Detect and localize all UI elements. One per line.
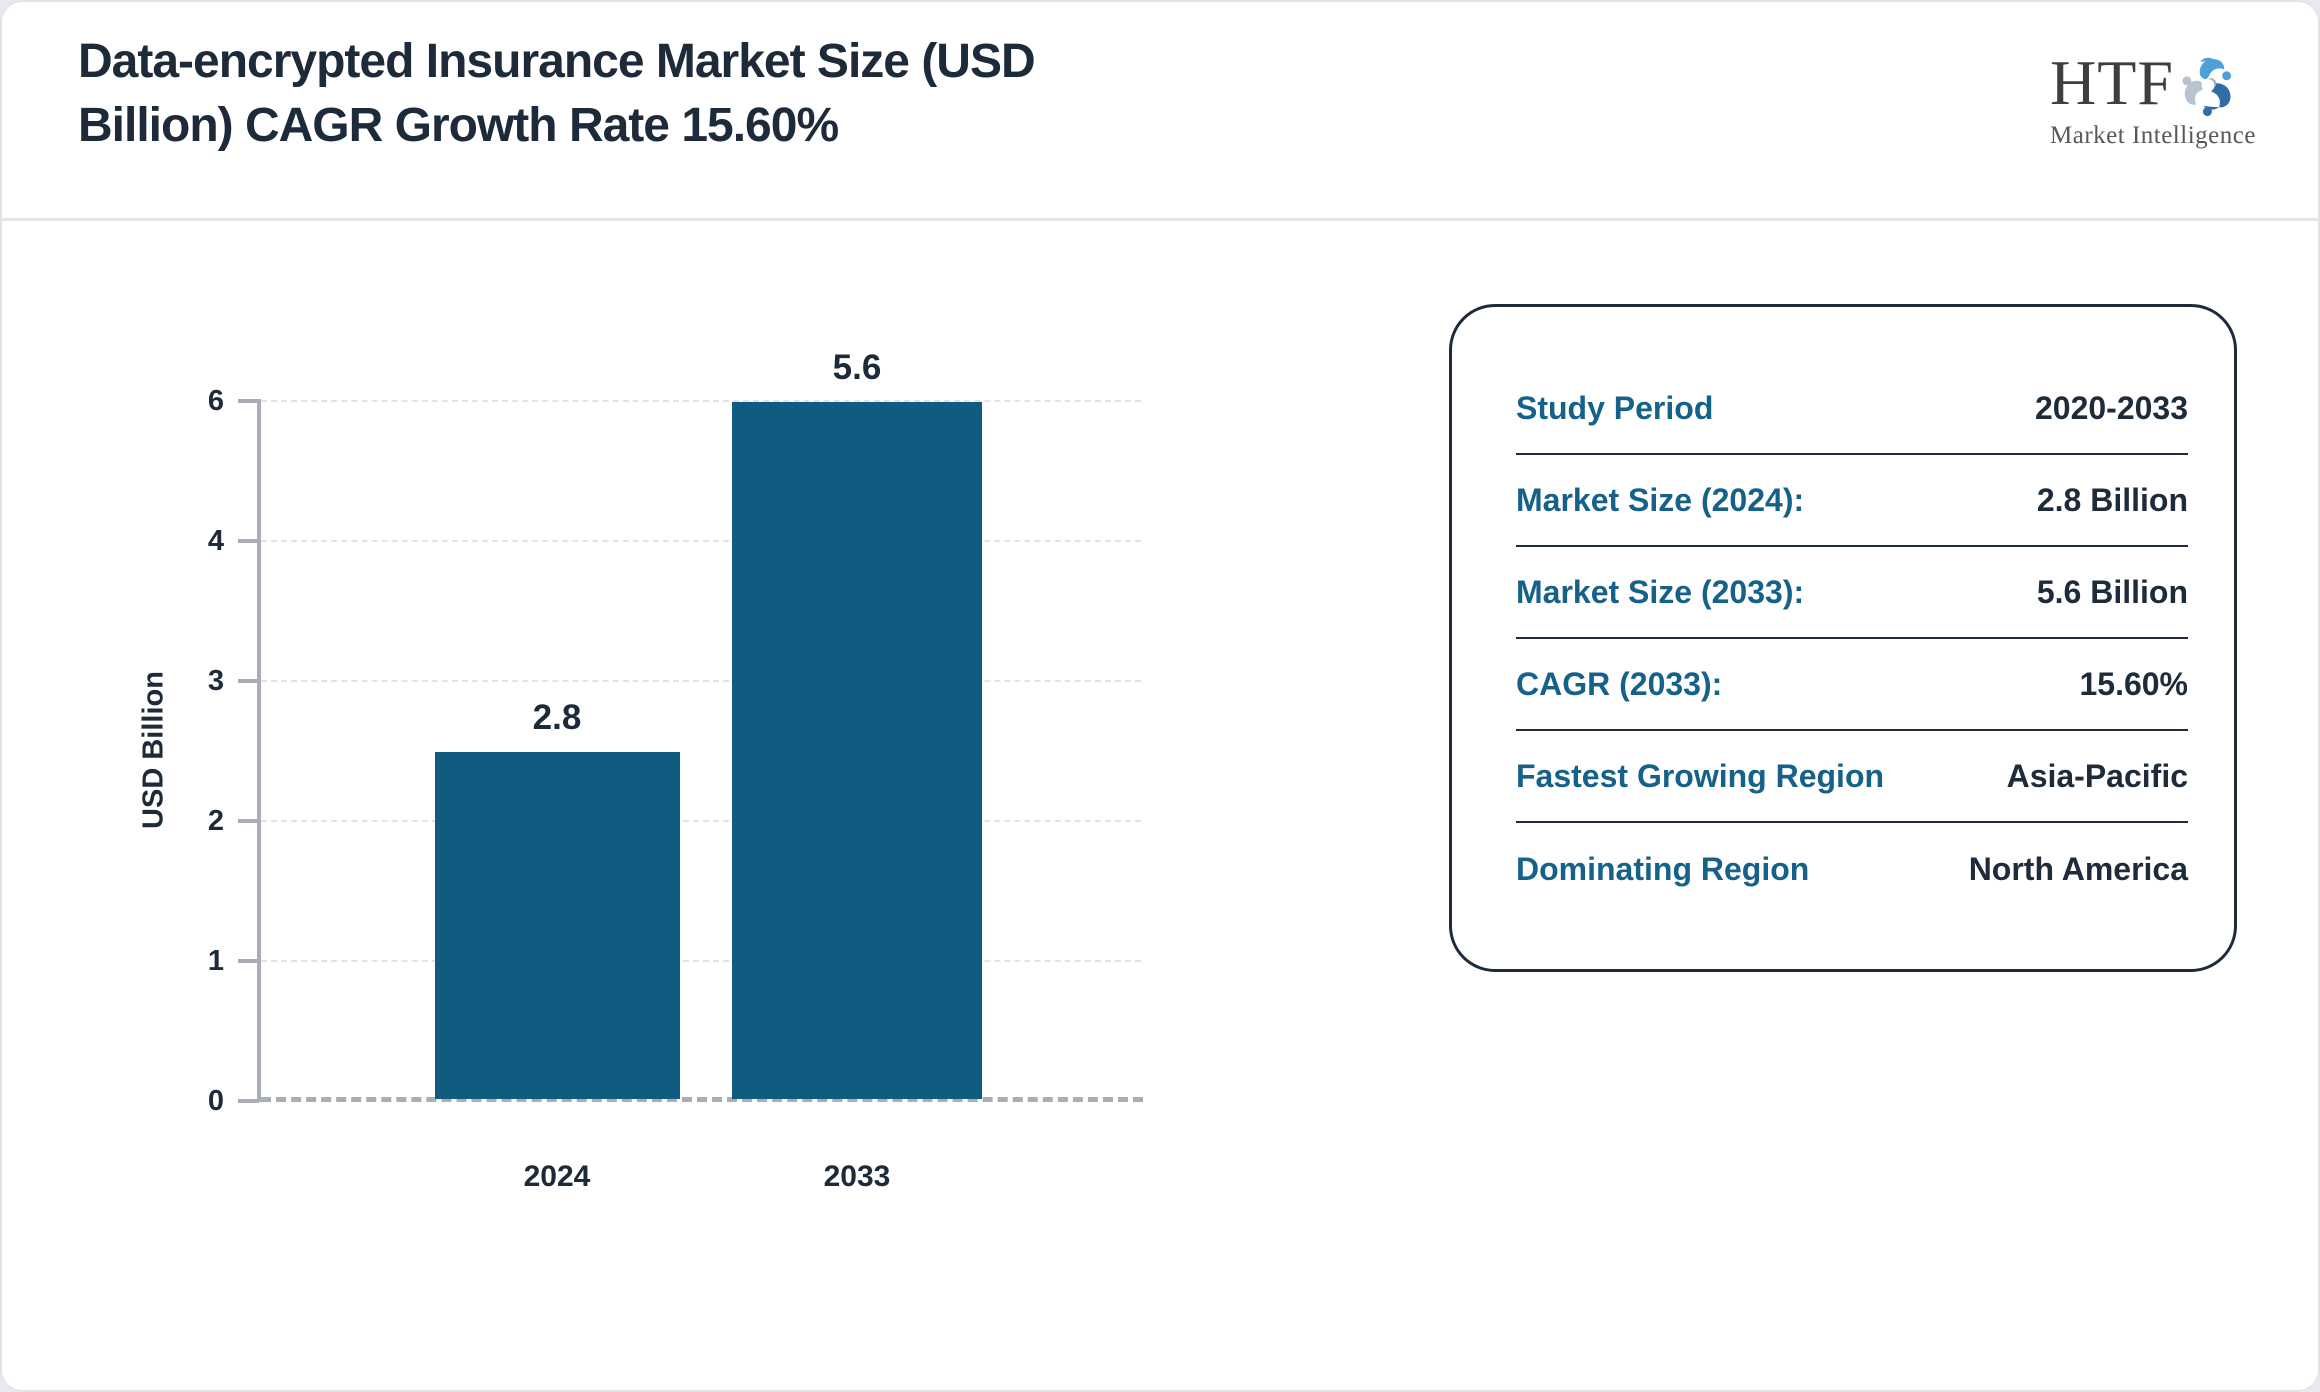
summary-label: Fastest Growing Region bbox=[1516, 757, 1885, 794]
gridline-1 bbox=[261, 960, 1141, 962]
summary-label: Study Period bbox=[1516, 389, 1714, 426]
market-summary-card: Study Period 2020-2033 Market Size (2024… bbox=[1449, 304, 2237, 972]
summary-value: 2020-2033 bbox=[2034, 389, 2188, 426]
summary-row-market-size-2024: Market Size (2024): 2.8 Billion bbox=[1516, 455, 2188, 547]
htf-logo-text: HTF bbox=[2050, 47, 2174, 118]
summary-value: North America bbox=[1968, 850, 2188, 887]
page-title: Data-encrypted Insurance Market Size (US… bbox=[78, 30, 1358, 158]
page-title-line-1: Data-encrypted Insurance Market Size (US… bbox=[78, 35, 1036, 88]
htf-logo: HTF bbox=[2050, 40, 2256, 150]
y-tick-label: 4 bbox=[207, 525, 224, 557]
y-tick-mark bbox=[238, 539, 259, 543]
y-tick-mark bbox=[238, 819, 259, 823]
gridline-2 bbox=[261, 820, 1141, 822]
y-tick-label: 3 bbox=[207, 665, 224, 697]
summary-label: Market Size (2024): bbox=[1516, 481, 1805, 518]
y-tick-label: 0 bbox=[207, 1085, 224, 1117]
bar-value-2033: 5.6 bbox=[832, 348, 882, 387]
y-tick-label: 2 bbox=[207, 805, 224, 837]
summary-row-cagr: CAGR (2033): 15.60% bbox=[1516, 639, 2188, 731]
summary-value: 2.8 Billion bbox=[2036, 481, 2188, 518]
y-axis-line bbox=[257, 399, 261, 1102]
y-tick-mark bbox=[238, 399, 259, 403]
summary-row-market-size-2033: Market Size (2033): 5.6 Billion bbox=[1516, 547, 2188, 639]
summary-value: Asia-Pacific bbox=[2006, 757, 2188, 794]
y-tick-mark bbox=[238, 1099, 259, 1103]
summary-label: Dominating Region bbox=[1516, 850, 1810, 887]
summary-label: CAGR (2033): bbox=[1516, 665, 1723, 702]
summary-row-study-period: Study Period 2020-2033 bbox=[1516, 363, 2188, 455]
x-axis-baseline bbox=[261, 1097, 1143, 1102]
page-title-line-2: Billion) CAGR Growth Rate 15.60% bbox=[78, 99, 839, 152]
y-tick-mark bbox=[238, 679, 259, 683]
x-label-2024: 2024 bbox=[523, 1160, 591, 1193]
bar-2024 bbox=[435, 752, 680, 1099]
gridline-4 bbox=[261, 540, 1141, 542]
x-label-2033: 2033 bbox=[823, 1160, 891, 1193]
htf-swirl-icon bbox=[2182, 57, 2232, 117]
y-tick-label: 6 bbox=[207, 385, 224, 417]
y-tick-label: 1 bbox=[207, 945, 224, 977]
summary-value: 5.6 Billion bbox=[2036, 573, 2188, 610]
gridline-6 bbox=[261, 400, 1141, 402]
y-tick-mark bbox=[238, 959, 259, 963]
y-axis-title: USD Billion bbox=[137, 671, 170, 829]
summary-row-fastest-growing-region: Fastest Growing Region Asia-Pacific bbox=[1516, 731, 2188, 823]
bar-2033 bbox=[732, 402, 982, 1099]
gridline-3 bbox=[261, 680, 1141, 682]
header-divider bbox=[2, 218, 2318, 221]
bar-value-2024: 2.8 bbox=[532, 698, 582, 737]
htf-logo-subtitle: Market Intelligence bbox=[2050, 122, 2256, 149]
summary-label: Market Size (2033): bbox=[1516, 573, 1805, 610]
summary-row-dominating-region: Dominating Region North America bbox=[1516, 823, 2188, 915]
summary-value: 15.60% bbox=[2079, 665, 2188, 702]
